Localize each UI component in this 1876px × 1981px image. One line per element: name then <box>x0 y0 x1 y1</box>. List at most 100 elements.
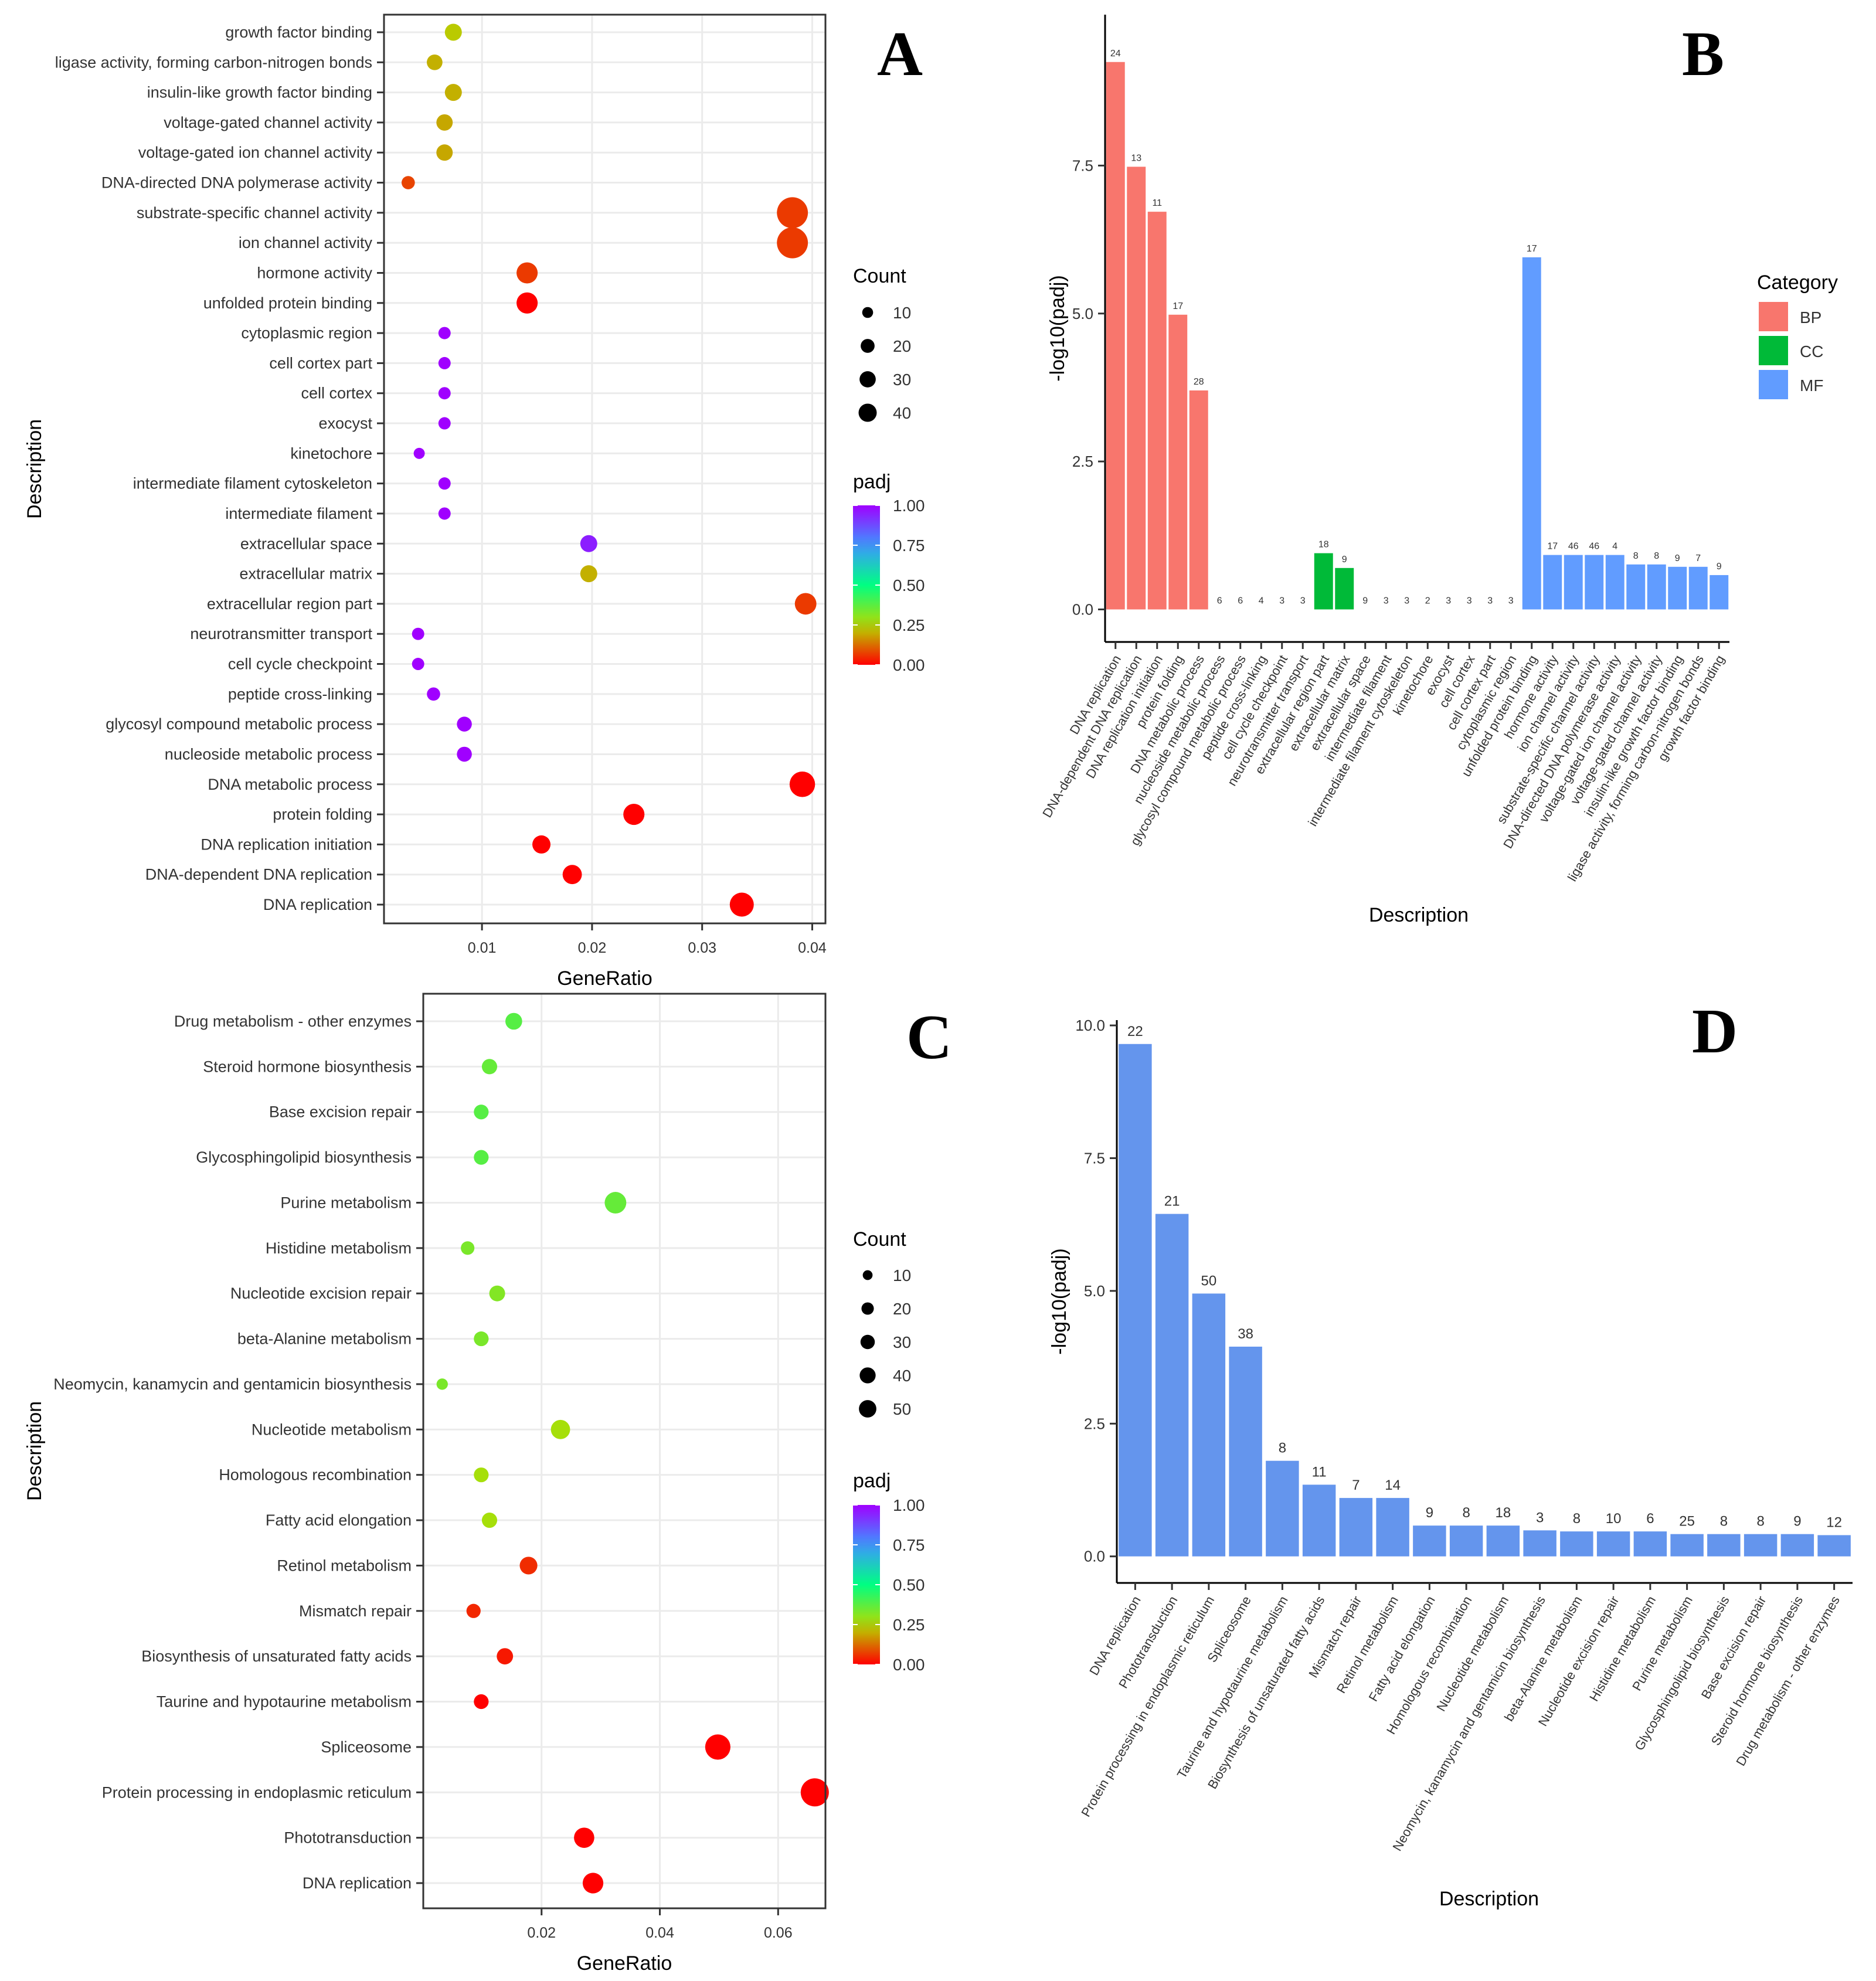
y-tick-label: Base excision repair <box>269 1103 412 1121</box>
bar-count-label: 25 <box>1679 1514 1695 1530</box>
bar-count-label: 18 <box>1318 540 1329 550</box>
panel-letter-a: A <box>877 19 923 89</box>
data-point <box>489 1285 505 1302</box>
data-point <box>580 535 597 552</box>
y-tick-label: 0.0 <box>1084 1548 1105 1565</box>
bar <box>1376 1498 1409 1557</box>
bar <box>1668 566 1687 610</box>
x-tick-label: DNA-dependent DNA replication <box>1039 653 1144 820</box>
data-point <box>474 1150 489 1165</box>
bar-count-label: 8 <box>1279 1440 1286 1456</box>
padj-legend-title: padj <box>853 471 891 493</box>
bar-count-label: 3 <box>1536 1510 1544 1525</box>
y-tick-label: glycosyl compound metabolic process <box>106 715 372 733</box>
bar <box>1229 1346 1262 1557</box>
y-tick-label: cell cycle checkpoint <box>228 655 373 673</box>
data-point <box>729 892 754 917</box>
bar <box>1605 555 1624 610</box>
data-point <box>794 593 817 615</box>
y-tick-label: Nucleotide excision repair <box>230 1285 412 1302</box>
y-tick-label: Glycosphingolipid biosynthesis <box>196 1148 412 1166</box>
bar-count-label: 46 <box>1568 542 1579 552</box>
padj-legend-label: 0.00 <box>893 656 925 674</box>
count-legend-label: 40 <box>893 404 911 422</box>
y-tick-label: extracellular region part <box>207 595 373 613</box>
y-tick-label: 5.0 <box>1084 1282 1105 1300</box>
y-tick-label: beta-Alanine metabolism <box>237 1330 412 1348</box>
y-tick-label: Steroid hormone biosynthesis <box>203 1058 412 1075</box>
data-point <box>481 1512 498 1528</box>
y-axis-title: -log10(padj) <box>1046 275 1069 381</box>
y-tick-label: ion channel activity <box>239 234 373 252</box>
y-tick-label: Fatty acid elongation <box>266 1511 412 1529</box>
data-point <box>516 262 538 284</box>
data-point <box>777 197 808 229</box>
category-legend-swatch <box>1759 302 1788 331</box>
bar <box>1688 566 1708 610</box>
x-tick-label: 0.01 <box>468 940 497 956</box>
bar <box>1127 167 1146 610</box>
data-point <box>438 507 451 520</box>
panel-a-dotplot: growth factor binding ligase activity, fo… <box>23 13 925 990</box>
plot-area <box>384 15 825 923</box>
data-point <box>436 1378 448 1390</box>
data-point <box>461 1241 475 1255</box>
bar-count-label: 10 <box>1606 1511 1622 1527</box>
y-tick-label: substrate-specific channel activity <box>137 204 373 222</box>
y-tick-label: 2.5 <box>1072 453 1093 470</box>
y-tick-label: intermediate filament cytoskeleton <box>133 475 372 492</box>
bar-count-label: 22 <box>1127 1024 1143 1039</box>
bar-count-label: 9 <box>1362 596 1368 606</box>
plot-border <box>422 993 827 1909</box>
bar <box>1314 553 1333 610</box>
y-tick-label: DNA-directed DNA polymerase activity <box>101 174 373 192</box>
y-tick-label: 2.5 <box>1084 1415 1105 1432</box>
count-legend-label: 10 <box>893 304 911 322</box>
bar <box>1585 555 1604 610</box>
data-point <box>444 84 462 101</box>
bar-count-label: 38 <box>1238 1326 1253 1342</box>
data-point <box>574 1827 594 1848</box>
bar-count-label: 3 <box>1279 596 1284 606</box>
data-point <box>705 1734 730 1760</box>
category-legend-label: CC <box>1800 342 1823 361</box>
data-point <box>438 387 451 400</box>
x-axis-title: GeneRatio <box>577 1952 672 1975</box>
x-tick-label: 0.03 <box>688 940 716 956</box>
y-tick-label: Purine metabolism <box>280 1194 412 1211</box>
bar-count-label: 14 <box>1385 1477 1401 1493</box>
data-point <box>481 1059 498 1075</box>
bar <box>1560 1531 1593 1557</box>
category-legend-title: Category <box>1757 271 1838 294</box>
padj-legend-label: 1.00 <box>893 1496 925 1514</box>
bar-count-label: 11 <box>1312 1464 1327 1480</box>
bar <box>1339 1498 1373 1557</box>
y-tick-label: unfolded protein binding <box>203 294 372 312</box>
y-tick-label: voltage-gated channel activity <box>164 114 372 131</box>
data-point <box>466 1603 481 1618</box>
count-legend-dot <box>858 403 877 422</box>
y-axis-title: Description <box>23 419 46 519</box>
bar <box>1335 568 1354 610</box>
bar-count-label: 6 <box>1217 596 1222 606</box>
bar-count-label: 3 <box>1508 596 1514 606</box>
data-point <box>438 356 451 369</box>
count-legend-label: 30 <box>893 1333 911 1351</box>
bar-count-label: 2 <box>1425 596 1430 606</box>
bar-count-label: 13 <box>1131 153 1141 163</box>
data-point <box>401 176 415 189</box>
bar-count-label: 3 <box>1300 596 1306 606</box>
padj-legend-label: 0.25 <box>893 616 925 634</box>
data-point <box>427 54 443 70</box>
data-point <box>412 658 424 670</box>
bar-count-label: 6 <box>1646 1511 1654 1527</box>
padj-legend-label: 0.75 <box>893 536 925 555</box>
x-tick-label: Nucleotide metabolism <box>1433 1593 1511 1714</box>
y-tick-label: kinetochore <box>290 444 372 462</box>
padj-legend-label: 0.75 <box>893 1536 925 1554</box>
data-point <box>438 417 451 430</box>
y-tick-label: Biosynthesis of unsaturated fatty acids <box>141 1647 412 1665</box>
y-tick-label: 7.5 <box>1084 1149 1105 1167</box>
y-tick-label: Homologous recombination <box>219 1466 412 1484</box>
